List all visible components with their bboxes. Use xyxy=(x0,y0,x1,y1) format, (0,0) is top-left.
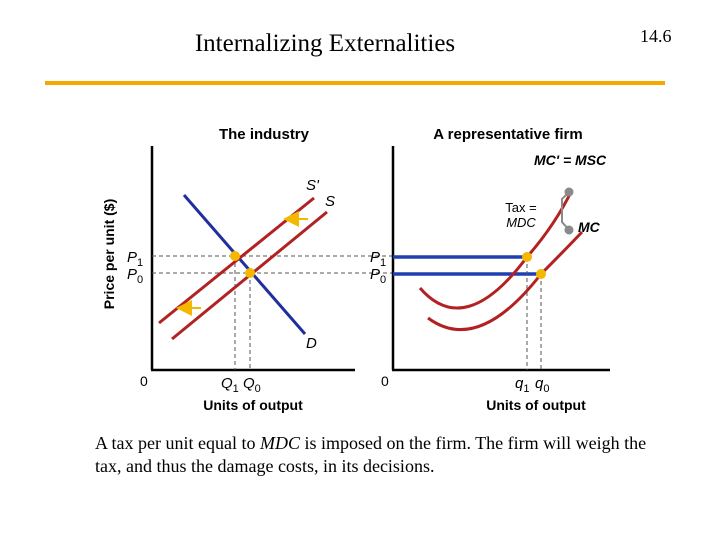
slide-caption: A tax per unit equal to MDC is imposed o… xyxy=(95,432,675,478)
industry-q0-label: Q0 xyxy=(243,375,261,395)
firm-origin-label: 0 xyxy=(381,373,389,389)
q0-sub: 0 xyxy=(255,383,261,395)
firm-q1-main: q xyxy=(515,375,524,392)
q1-sub: 1 xyxy=(233,383,239,395)
industry-p1-label: P1 xyxy=(127,249,143,269)
caption-text-end: is imposed on the firm. The firm will we… xyxy=(95,433,647,476)
industry-equilibrium-point-original xyxy=(245,268,255,278)
firm-p1-main: P xyxy=(370,249,380,266)
mc-point xyxy=(564,225,574,235)
firm-panel: A representative firm MC' = MSC MC Tax =… xyxy=(370,126,610,413)
industry-equilibrium-point-new xyxy=(230,251,240,261)
industry-panel: The industry Price per unit ($) S' S D P… xyxy=(101,126,392,413)
firm-p0-sub: 0 xyxy=(380,274,386,286)
p1-sub: 1 xyxy=(137,257,143,269)
slide-title: Internalizing Externalities xyxy=(194,30,456,57)
tax-label-line-2: MDC xyxy=(506,215,536,230)
caption-text-start: A tax per unit equal to xyxy=(95,433,260,453)
tax-label-line-1: Tax = xyxy=(505,200,536,215)
firm-p1-label: P1 xyxy=(370,249,386,269)
industry-x-axis-label: Units of output xyxy=(203,397,303,413)
industry-origin-label: 0 xyxy=(140,373,148,389)
mc-label: MC xyxy=(578,219,601,235)
industry-y-axis-label: Price per unit ($) xyxy=(101,199,117,309)
title-rule xyxy=(45,81,665,85)
caption-text-mdc: MDC xyxy=(259,433,300,453)
firm-p0-label: P0 xyxy=(370,266,386,286)
p1-main: P xyxy=(127,249,137,266)
p0-sub: 0 xyxy=(137,274,143,286)
firm-q0-sub: 0 xyxy=(543,383,549,395)
industry-q1-label: Q1 xyxy=(221,375,239,395)
slide-number: 14.6 xyxy=(640,26,672,46)
firm-equilibrium-point-original xyxy=(536,269,546,279)
p0-main: P xyxy=(127,266,137,283)
d-label: D xyxy=(306,335,317,352)
q1-main: Q xyxy=(221,375,233,392)
mc-prime-point xyxy=(564,187,574,197)
firm-panel-title: A representative firm xyxy=(433,126,583,143)
s-prime-label: S' xyxy=(306,177,320,194)
firm-x-axis-label: Units of output xyxy=(486,397,586,413)
industry-panel-title: The industry xyxy=(219,126,310,143)
s-label: S xyxy=(325,193,335,210)
mc-curve xyxy=(427,230,584,332)
tax-bracket xyxy=(561,191,570,231)
firm-q0-label: q0 xyxy=(535,375,549,395)
industry-p0-label: P0 xyxy=(127,266,143,286)
firm-p0-main: P xyxy=(370,266,380,283)
firm-q0-main: q xyxy=(535,375,544,392)
mc-prime-label: MC' = MSC xyxy=(534,152,607,168)
demand-curve xyxy=(182,194,307,335)
firm-q1-label: q1 xyxy=(515,375,529,395)
firm-p1-sub: 1 xyxy=(380,257,386,269)
firm-q1-sub: 1 xyxy=(523,383,529,395)
q0-main: Q xyxy=(243,375,255,392)
firm-equilibrium-point-new xyxy=(522,252,532,262)
mc-prime-curve xyxy=(418,189,574,310)
